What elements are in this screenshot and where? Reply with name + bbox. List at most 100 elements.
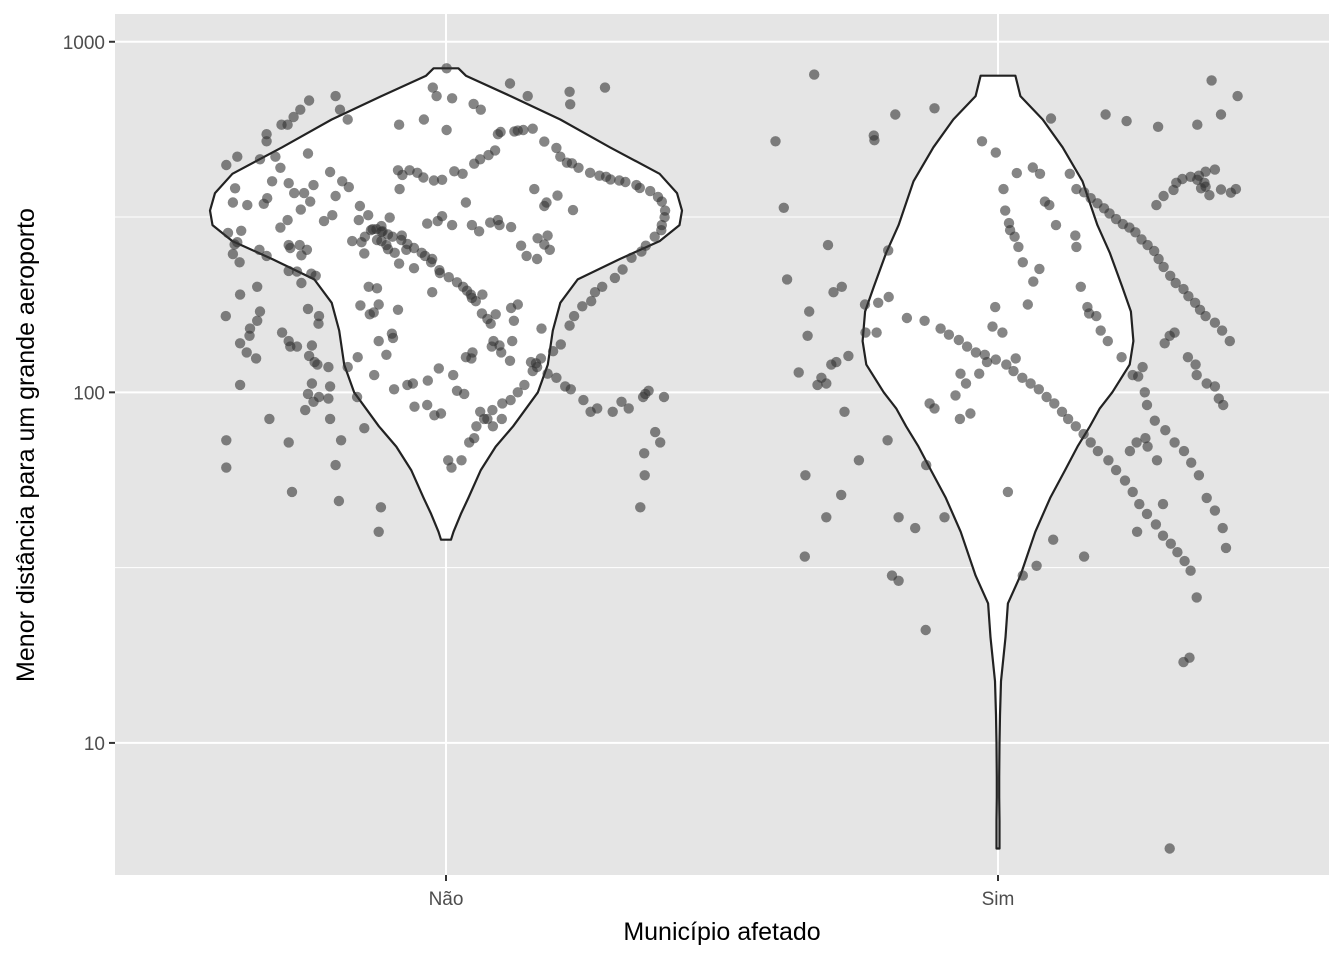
data-point bbox=[446, 93, 458, 104]
data-point bbox=[853, 455, 865, 466]
data-point bbox=[324, 381, 336, 392]
data-point bbox=[392, 304, 404, 315]
data-point bbox=[283, 178, 294, 189]
data-point bbox=[1151, 199, 1162, 211]
data-point bbox=[873, 297, 884, 308]
data-point bbox=[1215, 109, 1227, 120]
data-point bbox=[555, 339, 566, 350]
data-point bbox=[1045, 113, 1057, 124]
data-point bbox=[1142, 441, 1153, 452]
data-point bbox=[781, 274, 793, 285]
data-point bbox=[1209, 505, 1221, 516]
data-point bbox=[532, 233, 543, 244]
data-point bbox=[1204, 190, 1215, 201]
data-point bbox=[1091, 310, 1102, 322]
data-point bbox=[1224, 335, 1236, 347]
data-point bbox=[512, 299, 523, 310]
data-point bbox=[1200, 310, 1211, 322]
data-point bbox=[232, 237, 243, 248]
data-point bbox=[330, 90, 341, 102]
data-point bbox=[1110, 464, 1122, 476]
data-point bbox=[802, 330, 813, 341]
data-point bbox=[1165, 538, 1177, 549]
data-point bbox=[234, 289, 246, 300]
data-point bbox=[434, 267, 446, 279]
data-point bbox=[882, 435, 893, 446]
data-point bbox=[448, 369, 459, 381]
data-point bbox=[822, 239, 834, 251]
data-point bbox=[227, 248, 239, 260]
data-point bbox=[364, 309, 375, 320]
data-point bbox=[429, 410, 440, 421]
data-point bbox=[1119, 475, 1131, 486]
data-point bbox=[300, 404, 311, 416]
data-point bbox=[363, 281, 374, 292]
data-point bbox=[1116, 352, 1127, 363]
data-point bbox=[970, 347, 982, 358]
data-point bbox=[418, 172, 429, 183]
data-point bbox=[890, 109, 901, 120]
data-point bbox=[220, 310, 231, 322]
data-point bbox=[1041, 391, 1052, 403]
y-tick-label: 1000 bbox=[63, 33, 105, 54]
data-point bbox=[635, 502, 646, 513]
data-point bbox=[1078, 551, 1090, 562]
data-point bbox=[1008, 365, 1019, 377]
data-point bbox=[799, 551, 810, 562]
data-point bbox=[365, 225, 377, 236]
data-point bbox=[919, 315, 930, 326]
data-point bbox=[250, 353, 262, 364]
data-point bbox=[286, 486, 298, 498]
data-point bbox=[457, 168, 468, 179]
data-point bbox=[1179, 555, 1190, 567]
jittered-points bbox=[220, 63, 1243, 854]
data-point bbox=[1048, 534, 1059, 545]
data-point bbox=[565, 99, 576, 110]
data-point bbox=[1011, 167, 1022, 179]
data-point bbox=[264, 413, 275, 425]
data-point bbox=[234, 379, 246, 391]
data-point bbox=[276, 327, 288, 338]
data-point bbox=[1062, 413, 1074, 425]
data-point bbox=[384, 212, 395, 223]
data-point bbox=[1157, 530, 1169, 541]
data-point bbox=[515, 240, 527, 251]
data-point bbox=[521, 250, 532, 262]
data-point bbox=[650, 426, 661, 438]
data-point bbox=[1200, 166, 1211, 177]
data-point bbox=[283, 239, 294, 251]
data-point bbox=[261, 129, 272, 140]
data-point bbox=[1206, 75, 1217, 86]
data-point bbox=[1201, 492, 1212, 504]
data-point bbox=[275, 222, 286, 233]
data-point bbox=[955, 368, 966, 379]
data-point bbox=[1139, 387, 1151, 398]
data-point bbox=[221, 462, 232, 473]
data-point bbox=[965, 408, 976, 419]
x-axis: Não Sim bbox=[429, 875, 1014, 910]
data-point bbox=[935, 323, 946, 334]
data-point bbox=[381, 349, 392, 360]
data-point bbox=[244, 330, 255, 341]
data-point bbox=[236, 225, 247, 236]
data-point bbox=[323, 361, 334, 373]
data-point bbox=[990, 301, 1001, 313]
data-point bbox=[1071, 241, 1082, 253]
data-point bbox=[306, 378, 318, 389]
data-point bbox=[567, 204, 579, 216]
data-point bbox=[1160, 425, 1171, 436]
data-point bbox=[1230, 183, 1242, 195]
data-point bbox=[585, 406, 596, 417]
data-point bbox=[609, 272, 621, 284]
data-point bbox=[1141, 399, 1153, 411]
data-point bbox=[270, 151, 281, 162]
data-point bbox=[1193, 470, 1205, 481]
data-point bbox=[531, 253, 543, 265]
data-point bbox=[1185, 565, 1196, 576]
data-point bbox=[1049, 398, 1060, 409]
data-point bbox=[494, 219, 505, 231]
violin-Sim bbox=[861, 74, 1135, 850]
data-point bbox=[289, 187, 300, 199]
data-point bbox=[428, 175, 440, 186]
